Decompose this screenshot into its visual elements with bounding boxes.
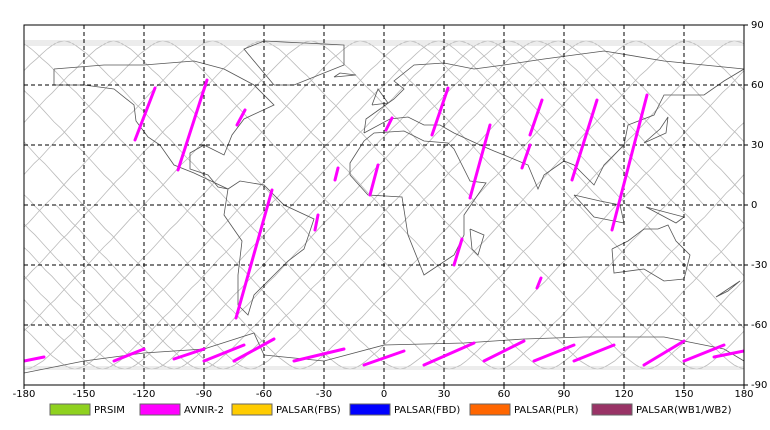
observation-track [535,276,543,290]
x-tick-label: 0 [381,389,387,400]
observation-track [234,188,274,320]
observation-track [570,98,599,182]
legend: PRSIM AVNIR-2 PALSAR(FBS) PALSAR(FBD) PALSAR… [49,403,732,416]
x-tick-label: 30 [438,389,451,400]
observation-track [112,347,146,363]
y-tick-label: 90 [751,20,764,31]
observation-track [235,108,247,127]
x-tick-label: 180 [734,389,753,400]
observation-track [430,86,450,137]
observation-track [24,355,46,363]
axis-labels: -180 -150 -120 -90 -60 -30 0 30 60 90 120 150 180 90 6… [13,20,768,400]
observation-track [232,337,276,363]
orbit-line [181,40,744,370]
observation-track [452,237,464,267]
coastline [371,88,389,106]
orbit-line [379,173,744,370]
y-tick-label: -90 [751,380,767,391]
legend-label: PRSIM [94,405,125,416]
legend-label: PALSAR(WB1/WB2) [636,405,732,416]
orbit-line [280,70,744,370]
coastline [24,332,744,374]
observation-track [362,349,406,367]
coastline [333,72,357,78]
coastline [573,194,625,224]
orbit-line [24,40,331,206]
orbit-line [479,204,744,370]
y-tick-label: 0 [751,200,757,211]
orbit-line [627,204,744,329]
orbit-line [231,40,744,370]
observation-track [176,78,209,172]
coastline [715,280,741,298]
y-tick-label: -30 [751,260,767,271]
y-tick-label: 30 [751,140,764,151]
observation-track [422,341,476,367]
legend-swatch [231,403,273,416]
observation-tracks [24,78,744,367]
y-tick-label: -60 [751,320,767,331]
legend-label: PALSAR(PLR) [514,405,579,416]
x-tick-label: 90 [558,389,571,400]
legend-swatch [591,403,633,416]
observation-track [313,213,320,232]
coastline [53,60,275,190]
orbit-line [24,40,281,206]
legend-swatch [469,403,511,416]
orbit-line [24,40,381,228]
observation-track [532,343,576,363]
coastline [643,116,669,144]
orbit-line [528,204,744,370]
x-tick-label: -30 [316,389,332,400]
legend-swatch [349,403,391,416]
orbit-line [24,40,232,206]
x-tick-label: -60 [256,389,272,400]
observation-track [333,166,340,182]
orbit-line [24,43,183,206]
coastline [611,224,691,282]
observation-track [292,347,346,363]
x-tick-label: 150 [674,389,693,400]
x-tick-label: -150 [73,389,96,400]
x-tick-label: 120 [614,389,633,400]
observation-track [712,349,744,359]
legend-label: AVNIR-2 [184,405,224,416]
legend-swatch [49,403,91,416]
x-tick-label: -180 [13,389,36,400]
observation-track [133,86,157,142]
observation-track [384,116,394,132]
legend-label: PALSAR(FBD) [394,405,460,416]
observation-track [572,343,616,363]
coastline [349,130,487,276]
observation-track [610,93,649,232]
observation-track [172,347,206,361]
x-tick-label: -90 [196,389,212,400]
observation-track [682,343,726,363]
orbit-line [578,204,744,370]
x-tick-label: 60 [498,389,511,400]
observation-track [368,163,380,197]
observation-track [528,98,544,137]
x-tick-label: -120 [133,389,156,400]
observation-track [202,343,246,363]
observation-track [520,143,532,170]
observation-track [468,123,492,200]
coastline [645,206,685,224]
observation-track [482,339,526,363]
legend-label: PALSAR(FBS) [276,405,341,416]
y-tick-label: 60 [751,80,764,91]
orbit-line [430,204,744,370]
observation-track [642,339,686,367]
orbit-line [329,122,744,370]
coastline [469,228,485,256]
legend-swatch [139,403,181,416]
